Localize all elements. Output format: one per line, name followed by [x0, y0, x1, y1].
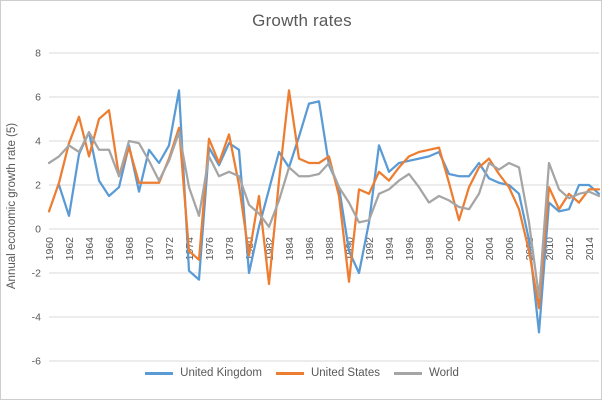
legend-item-united-states[interactable]: United States [275, 367, 381, 379]
x-tick-label: 1972 [164, 237, 176, 261]
y-tick-label: -6 [32, 356, 41, 368]
x-tick-label: 1964 [84, 237, 96, 261]
y-tick-label: -4 [32, 312, 41, 324]
x-tick-label: 1998 [424, 237, 436, 261]
legend-line-swatch [145, 371, 174, 375]
x-tick-label: 2002 [464, 237, 476, 261]
x-tick-label: 1996 [404, 237, 416, 261]
x-tick-label: 2006 [504, 237, 516, 261]
x-tick-label: 1978 [224, 237, 236, 261]
x-tick-label: 1984 [284, 237, 296, 261]
y-axis-tick-labels: 8 6 4 2 0 -2 -4 -6 [32, 48, 42, 368]
legend-label: United Kingdom [180, 367, 262, 379]
legend-item-united-kingdom[interactable]: United Kingdom [145, 367, 262, 379]
legend: United Kingdom United States World [1, 367, 601, 379]
y-tick-label: -2 [32, 268, 41, 280]
x-tick-label: 2004 [484, 237, 496, 261]
x-tick-label: 1994 [384, 237, 396, 261]
chart-title: Growth rates [252, 11, 352, 30]
x-tick-label: 1986 [304, 237, 316, 261]
x-tick-label: 2014 [584, 237, 596, 261]
legend-label: World [429, 367, 459, 379]
x-tick-label: 1988 [324, 237, 336, 261]
legend-line-swatch [394, 371, 423, 375]
legend-item-world[interactable]: World [394, 367, 459, 379]
y-tick-label: 8 [35, 48, 41, 60]
series-lines [47, 89, 601, 334]
x-tick-label: 1960 [44, 237, 56, 261]
y-tick-label: 4 [35, 136, 41, 148]
legend-label: United States [310, 367, 381, 379]
y-tick-label: 2 [35, 180, 41, 192]
series-line-world[interactable] [47, 131, 601, 299]
x-tick-label: 2012 [564, 237, 576, 261]
x-tick-label: 1968 [124, 237, 136, 261]
x-tick-label: 1992 [364, 237, 376, 261]
series-line-united-states[interactable] [47, 89, 601, 310]
x-tick-label: 1970 [144, 237, 156, 261]
x-tick-label: 1976 [204, 237, 216, 261]
x-axis-tick-labels: 1960 1962 1964 1966 1968 1970 1972 1974 1976 1978… [44, 237, 596, 261]
series-line-united-kingdom[interactable] [57, 89, 601, 334]
legend-line-swatch [275, 371, 304, 375]
x-tick-label: 1962 [64, 237, 76, 261]
gridlines [49, 52, 599, 362]
x-tick-label: 2000 [444, 237, 456, 261]
y-tick-label: 0 [35, 224, 41, 236]
x-tick-label: 1966 [104, 237, 116, 261]
y-tick-label: 6 [35, 92, 41, 104]
